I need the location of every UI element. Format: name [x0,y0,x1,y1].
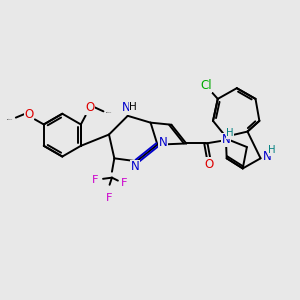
Text: F: F [106,193,113,202]
Text: N: N [222,134,230,146]
Text: O: O [85,101,95,114]
Text: N: N [263,150,272,163]
Text: N: N [131,160,140,173]
Text: H: H [226,128,234,138]
Text: O: O [205,158,214,171]
Text: N: N [122,101,130,114]
Text: O: O [24,108,34,121]
Text: methoxy: methoxy [106,112,112,113]
Text: Cl: Cl [200,79,212,92]
Text: F: F [121,178,128,188]
Text: F: F [92,175,98,185]
Text: N: N [158,136,167,149]
Text: methoxy: methoxy [8,119,14,120]
Text: H: H [129,103,137,112]
Text: H: H [268,145,276,155]
